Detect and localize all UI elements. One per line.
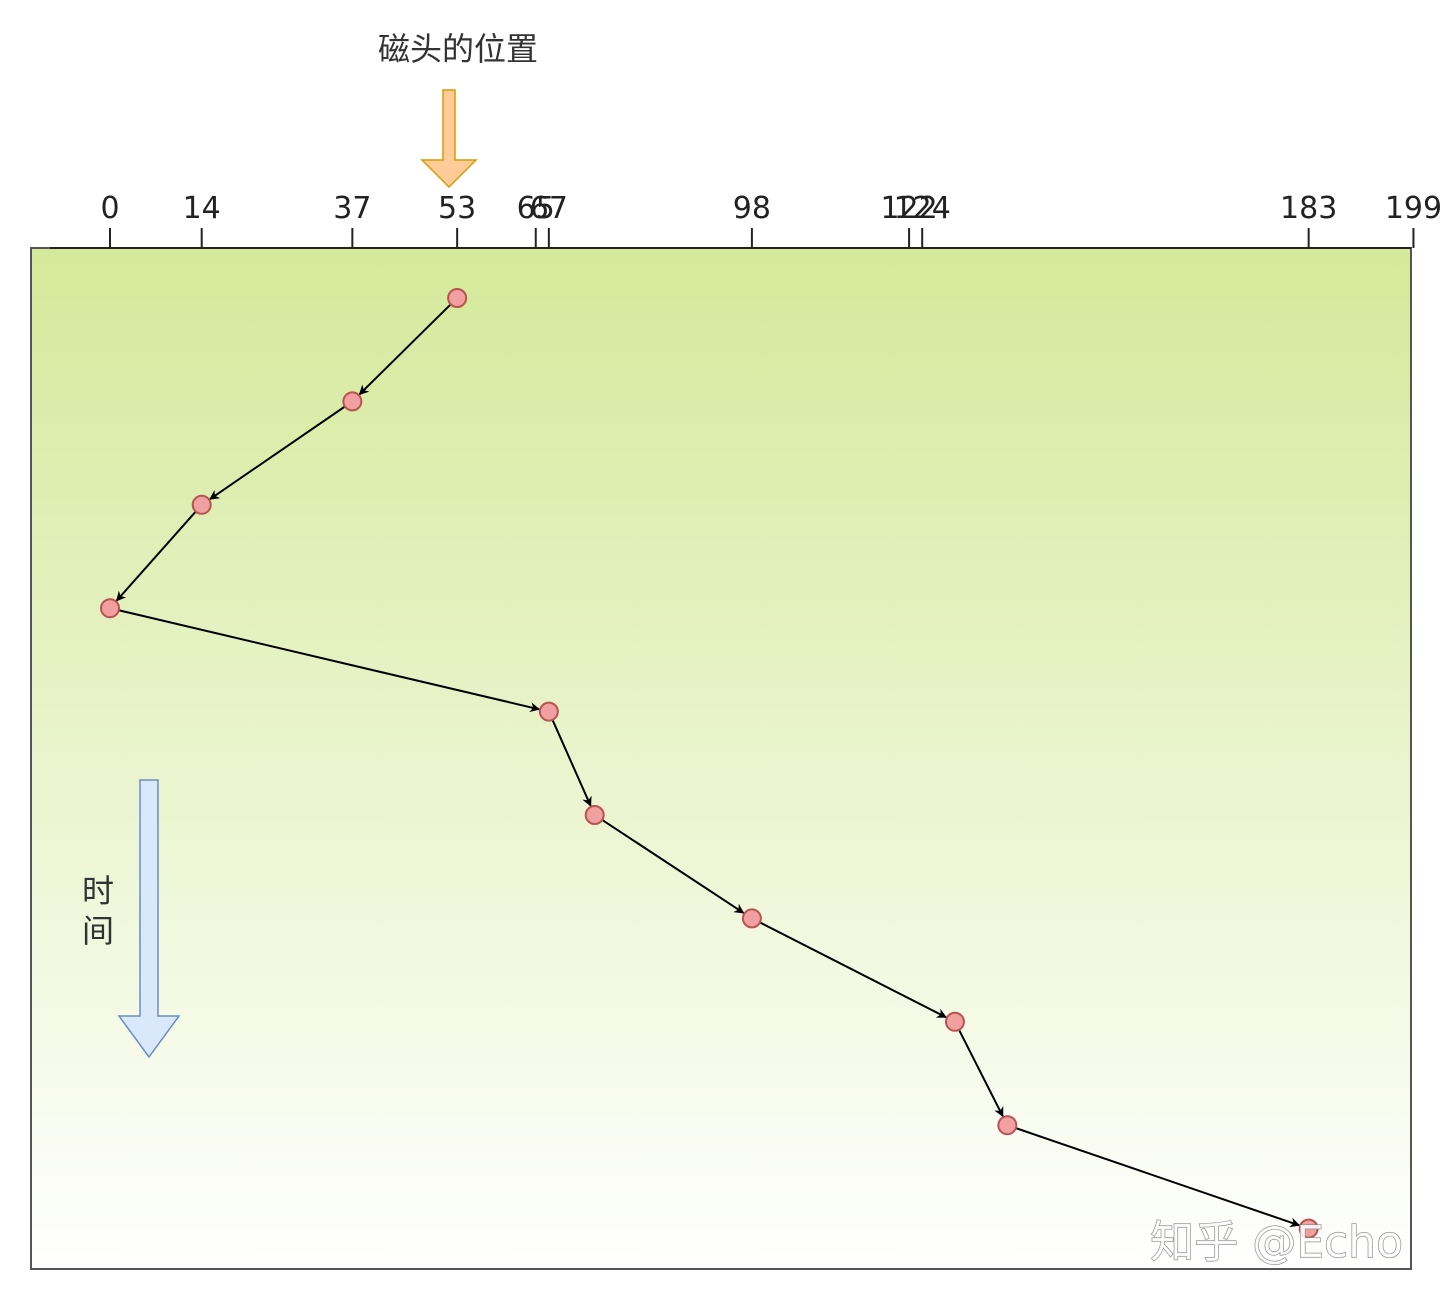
- tick-label: 37: [333, 191, 371, 226]
- head-position-title: 磁头的位置: [378, 30, 538, 68]
- request-point: [342, 391, 363, 412]
- tick-label: 124: [894, 191, 951, 226]
- tick-label: 199: [1385, 191, 1440, 226]
- tick-label: 65: [517, 191, 555, 226]
- tick-label: 98: [733, 191, 771, 226]
- seek-arrow: [209, 405, 346, 500]
- tick-label: 183: [1280, 191, 1337, 226]
- seek-arrow: [551, 719, 592, 807]
- request-point: [1298, 1218, 1319, 1239]
- seek-arrow: [958, 1029, 1004, 1118]
- time-label-char-2: 间: [82, 912, 114, 950]
- request-point: [584, 805, 605, 825]
- request-point: [191, 494, 212, 515]
- tick-label: 67: [530, 191, 568, 226]
- watermark: 知乎 @Echo: [1150, 1217, 1403, 1268]
- seek-arrow: [358, 303, 452, 396]
- request-point: [944, 1011, 965, 1032]
- tick-label: 53: [438, 191, 476, 226]
- tick-label: 14: [183, 191, 221, 226]
- head-position-arrow-icon: [420, 89, 478, 189]
- tick-label: 0: [100, 191, 119, 226]
- seek-points: [100, 288, 1319, 1239]
- seek-arrow: [759, 921, 947, 1019]
- request-point: [538, 701, 559, 722]
- request-point: [100, 598, 120, 619]
- request-point: [997, 1115, 1018, 1136]
- seek-arrow: [115, 510, 197, 602]
- time-position-panel: [30, 247, 1412, 1270]
- seek-arrow: [1015, 1127, 1301, 1228]
- time-label-char-1: 时: [82, 872, 114, 910]
- request-point: [447, 288, 468, 308]
- seek-arrow: [118, 609, 541, 713]
- tick-label: 122: [880, 191, 937, 226]
- seek-path: [115, 303, 1301, 1228]
- seek-arrow: [601, 819, 745, 914]
- request-point: [741, 908, 762, 929]
- time-direction-arrow-icon: [117, 779, 181, 1059]
